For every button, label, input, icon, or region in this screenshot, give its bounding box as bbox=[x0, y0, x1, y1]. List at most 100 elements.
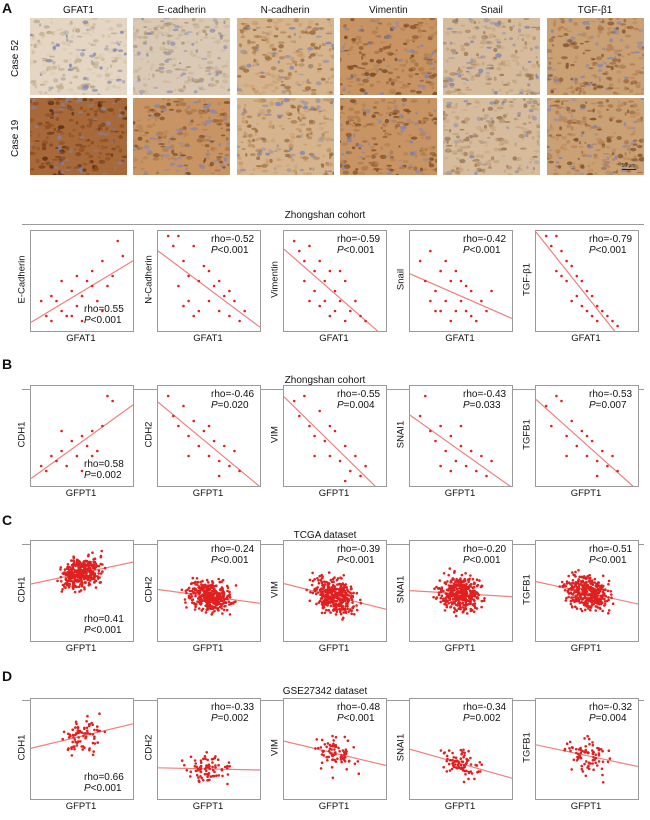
data-point bbox=[331, 593, 334, 597]
data-point bbox=[596, 764, 599, 767]
data-point bbox=[587, 767, 591, 770]
data-point bbox=[82, 568, 85, 572]
data-point bbox=[319, 578, 323, 582]
data-point bbox=[298, 414, 301, 418]
data-point bbox=[331, 577, 335, 581]
data-point bbox=[318, 304, 321, 308]
data-point bbox=[187, 594, 191, 598]
data-point bbox=[96, 577, 100, 580]
data-point bbox=[574, 605, 577, 608]
data-point bbox=[90, 284, 94, 288]
data-point bbox=[457, 583, 460, 587]
data-point bbox=[439, 596, 443, 600]
data-point bbox=[459, 588, 463, 591]
correlation-stats: rho=-0.43 P=0.033 bbox=[463, 389, 506, 411]
data-point bbox=[223, 294, 226, 298]
data-point bbox=[468, 596, 471, 599]
data-point bbox=[205, 772, 209, 776]
data-point bbox=[456, 580, 459, 583]
data-point bbox=[83, 732, 86, 735]
data-point bbox=[214, 755, 217, 758]
data-point bbox=[222, 608, 226, 612]
data-point bbox=[225, 596, 229, 599]
data-point bbox=[327, 583, 330, 586]
data-point bbox=[577, 579, 580, 582]
data-point bbox=[93, 742, 97, 745]
data-point bbox=[439, 464, 442, 468]
data-point bbox=[584, 774, 588, 778]
data-point bbox=[64, 578, 68, 581]
data-point bbox=[88, 569, 92, 572]
data-point bbox=[106, 284, 109, 288]
data-point bbox=[475, 764, 479, 767]
data-point bbox=[341, 618, 344, 621]
data-point bbox=[568, 740, 572, 744]
data-point bbox=[591, 762, 594, 765]
data-point bbox=[346, 600, 350, 603]
data-point bbox=[308, 599, 312, 603]
data-point bbox=[212, 589, 215, 593]
data-point bbox=[451, 598, 455, 601]
data-point bbox=[571, 579, 575, 582]
p-value: P<0.001 bbox=[337, 713, 375, 724]
data-point bbox=[50, 294, 53, 298]
data-point bbox=[599, 586, 603, 589]
data-point bbox=[311, 571, 314, 575]
data-point bbox=[311, 591, 315, 595]
y-axis-label: SNAI1 bbox=[395, 575, 407, 604]
data-point bbox=[89, 560, 92, 564]
data-point bbox=[309, 590, 312, 594]
x-axis-label: GFPT1 bbox=[65, 488, 97, 499]
data-point bbox=[485, 309, 488, 313]
data-point bbox=[314, 747, 317, 750]
data-point bbox=[348, 759, 351, 763]
data-point bbox=[209, 775, 213, 778]
data-point bbox=[195, 583, 199, 586]
data-point bbox=[317, 579, 320, 582]
data-point bbox=[89, 563, 92, 567]
panel-letter-d: D bbox=[2, 668, 13, 684]
data-point bbox=[96, 449, 99, 453]
data-point bbox=[326, 596, 330, 599]
data-point bbox=[199, 761, 203, 764]
data-point bbox=[600, 767, 604, 771]
data-point bbox=[462, 748, 465, 752]
data-point bbox=[187, 434, 190, 438]
data-point bbox=[99, 562, 103, 566]
data-point bbox=[577, 588, 580, 592]
data-point bbox=[93, 737, 96, 740]
data-point bbox=[482, 599, 486, 602]
data-point bbox=[199, 770, 203, 774]
data-point bbox=[573, 600, 576, 604]
data-point bbox=[177, 234, 180, 238]
data-point bbox=[200, 598, 203, 602]
data-point bbox=[322, 599, 325, 603]
data-point bbox=[226, 766, 229, 770]
data-point bbox=[449, 319, 453, 323]
data-point bbox=[316, 746, 320, 750]
data-point bbox=[609, 590, 613, 593]
data-point bbox=[228, 314, 231, 318]
data-point bbox=[597, 598, 600, 601]
data-point bbox=[65, 464, 68, 468]
data-point bbox=[464, 572, 467, 575]
data-point bbox=[565, 454, 568, 458]
data-point bbox=[354, 299, 357, 303]
data-point bbox=[320, 611, 324, 615]
p-value: P=0.004 bbox=[337, 400, 375, 411]
data-point bbox=[449, 584, 453, 587]
data-point bbox=[75, 732, 78, 736]
data-point bbox=[475, 584, 479, 588]
data-point bbox=[329, 601, 332, 604]
data-point bbox=[327, 608, 331, 612]
data-point bbox=[203, 755, 207, 758]
data-point bbox=[223, 765, 227, 769]
data-point bbox=[586, 602, 589, 605]
scatter-plot-canvas bbox=[31, 239, 133, 323]
data-point bbox=[318, 409, 321, 413]
data-point bbox=[359, 474, 362, 478]
data-point bbox=[332, 600, 336, 604]
data-point bbox=[199, 775, 202, 778]
data-point bbox=[595, 474, 599, 478]
data-point bbox=[446, 580, 449, 583]
